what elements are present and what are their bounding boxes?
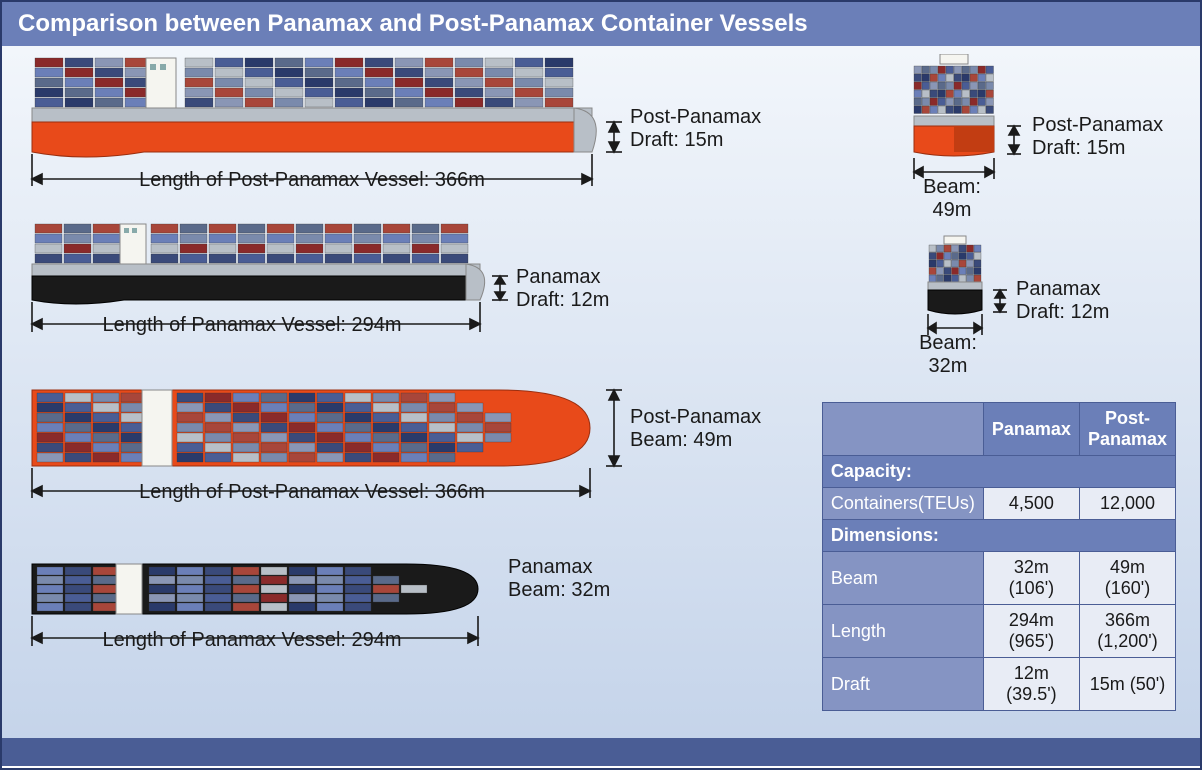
p-beam-label: Panamax Beam: 32m [508,556,610,602]
row-draft: Draft [822,658,983,711]
pp-draft-label: Post-Panamax Draft: 15m [630,106,761,152]
pp-length-label-2: Length of Post-Panamax Vessel: 366m [62,481,562,504]
spec-table: Panamax Post-Panamax Capacity: Container… [822,402,1176,711]
row-containers: Containers(TEUs) [822,488,983,520]
p-front-beam-label: Beam: 32m [908,332,988,378]
content-area: Post-Panamax Draft: 15m Length of Post-P… [2,46,1200,738]
col-post-panamax: Post-Panamax [1079,403,1175,456]
p-length-label: Length of Panamax Vessel: 294m [52,314,452,337]
p-front-draft-label: Panamax Draft: 12m [1016,278,1109,324]
capacity-header: Capacity: [822,456,1175,488]
pp-beam-label: Post-Panamax Beam: 49m [630,406,761,452]
pp-length-label: Length of Post-Panamax Vessel: 366m [62,169,562,192]
p-length-label-2: Length of Panamax Vessel: 294m [52,629,452,652]
row-length: Length [822,605,983,658]
page-title: Comparison between Panamax and Post-Pana… [18,10,808,37]
title-bar: Comparison between Panamax and Post-Pana… [2,2,1200,46]
col-panamax: Panamax [983,403,1079,456]
infographic-frame: Comparison between Panamax and Post-Pana… [0,0,1202,770]
p-draft-label: Panamax Draft: 12m [516,266,609,312]
pp-front-draft-label: Post-Panamax Draft: 15m [1032,114,1163,160]
pp-front-beam-label: Beam: 49m [902,176,1002,222]
footer-bar [2,738,1200,766]
row-beam: Beam [822,552,983,605]
dimensions-header: Dimensions: [822,520,1175,552]
